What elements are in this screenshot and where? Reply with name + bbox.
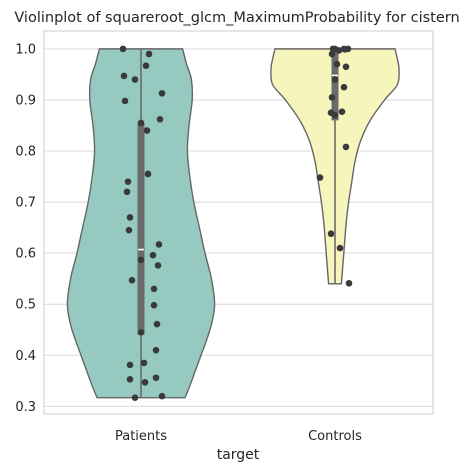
violin-iqr-box-controls: [331, 48, 339, 121]
data-point: [154, 262, 162, 269]
violin-iqr-box-patients: [137, 122, 145, 335]
data-point: [342, 143, 350, 151]
data-point: [158, 90, 166, 97]
data-point: [345, 279, 353, 287]
data-point: [149, 251, 157, 259]
x-tick-label: Patients: [115, 429, 167, 444]
data-point: [140, 359, 148, 367]
data-point: [126, 214, 134, 221]
x-tick-label: Controls: [308, 429, 362, 444]
data-point: [341, 46, 349, 53]
data-point: [121, 97, 129, 105]
x-axis-ticks: Patients Controls: [115, 429, 362, 444]
y-tick-label: 1.0: [15, 42, 36, 57]
data-point: [331, 111, 339, 119]
data-point: [137, 256, 145, 264]
data-point: [327, 230, 335, 238]
data-point: [131, 76, 139, 83]
data-point: [335, 47, 343, 54]
data-point: [128, 276, 136, 284]
data-point: [143, 127, 151, 134]
data-point: [137, 119, 145, 127]
data-point: [144, 170, 152, 178]
data-point: [152, 374, 160, 382]
data-point: [137, 328, 145, 336]
data-point: [124, 178, 132, 185]
y-tick-label: 0.7: [15, 196, 36, 211]
data-point: [119, 45, 127, 53]
data-point: [142, 62, 150, 70]
data-point: [131, 394, 139, 401]
y-axis-ticks: 0.3 0.4 0.5 0.6 0.7 0.8 0.9 1.0: [15, 42, 36, 414]
strip-points: [119, 45, 353, 401]
data-point: [145, 50, 153, 58]
data-point: [340, 83, 348, 91]
data-point: [150, 301, 158, 309]
chart-title: Violinplot of squareroot_glcm_MaximumPro…: [14, 10, 459, 26]
data-point: [333, 60, 341, 68]
data-point: [123, 188, 131, 196]
violins: [66, 48, 400, 399]
data-point: [158, 392, 166, 400]
data-point: [328, 94, 336, 101]
data-point: [336, 244, 344, 252]
data-point: [126, 361, 134, 369]
y-tick-label: 0.4: [15, 349, 36, 364]
x-axis-label: target: [217, 447, 260, 463]
data-point: [153, 320, 161, 328]
data-point: [141, 379, 149, 386]
data-point: [331, 76, 339, 83]
y-tick-label: 0.5: [15, 298, 36, 313]
plot-area-frame: [43, 30, 434, 415]
data-point: [316, 174, 324, 181]
data-point: [156, 116, 164, 123]
data-point: [328, 50, 336, 58]
data-point: [150, 285, 158, 293]
y-tick-label: 0.3: [15, 400, 36, 415]
y-tick-label: 0.9: [15, 93, 36, 108]
y-tick-label: 0.6: [15, 247, 36, 262]
data-point: [125, 226, 133, 234]
data-point: [342, 63, 350, 71]
data-point: [338, 108, 346, 115]
data-point: [155, 241, 163, 248]
data-point: [152, 346, 160, 354]
data-point: [120, 72, 128, 80]
data-point: [126, 375, 134, 383]
y-tick-label: 0.8: [15, 145, 36, 160]
